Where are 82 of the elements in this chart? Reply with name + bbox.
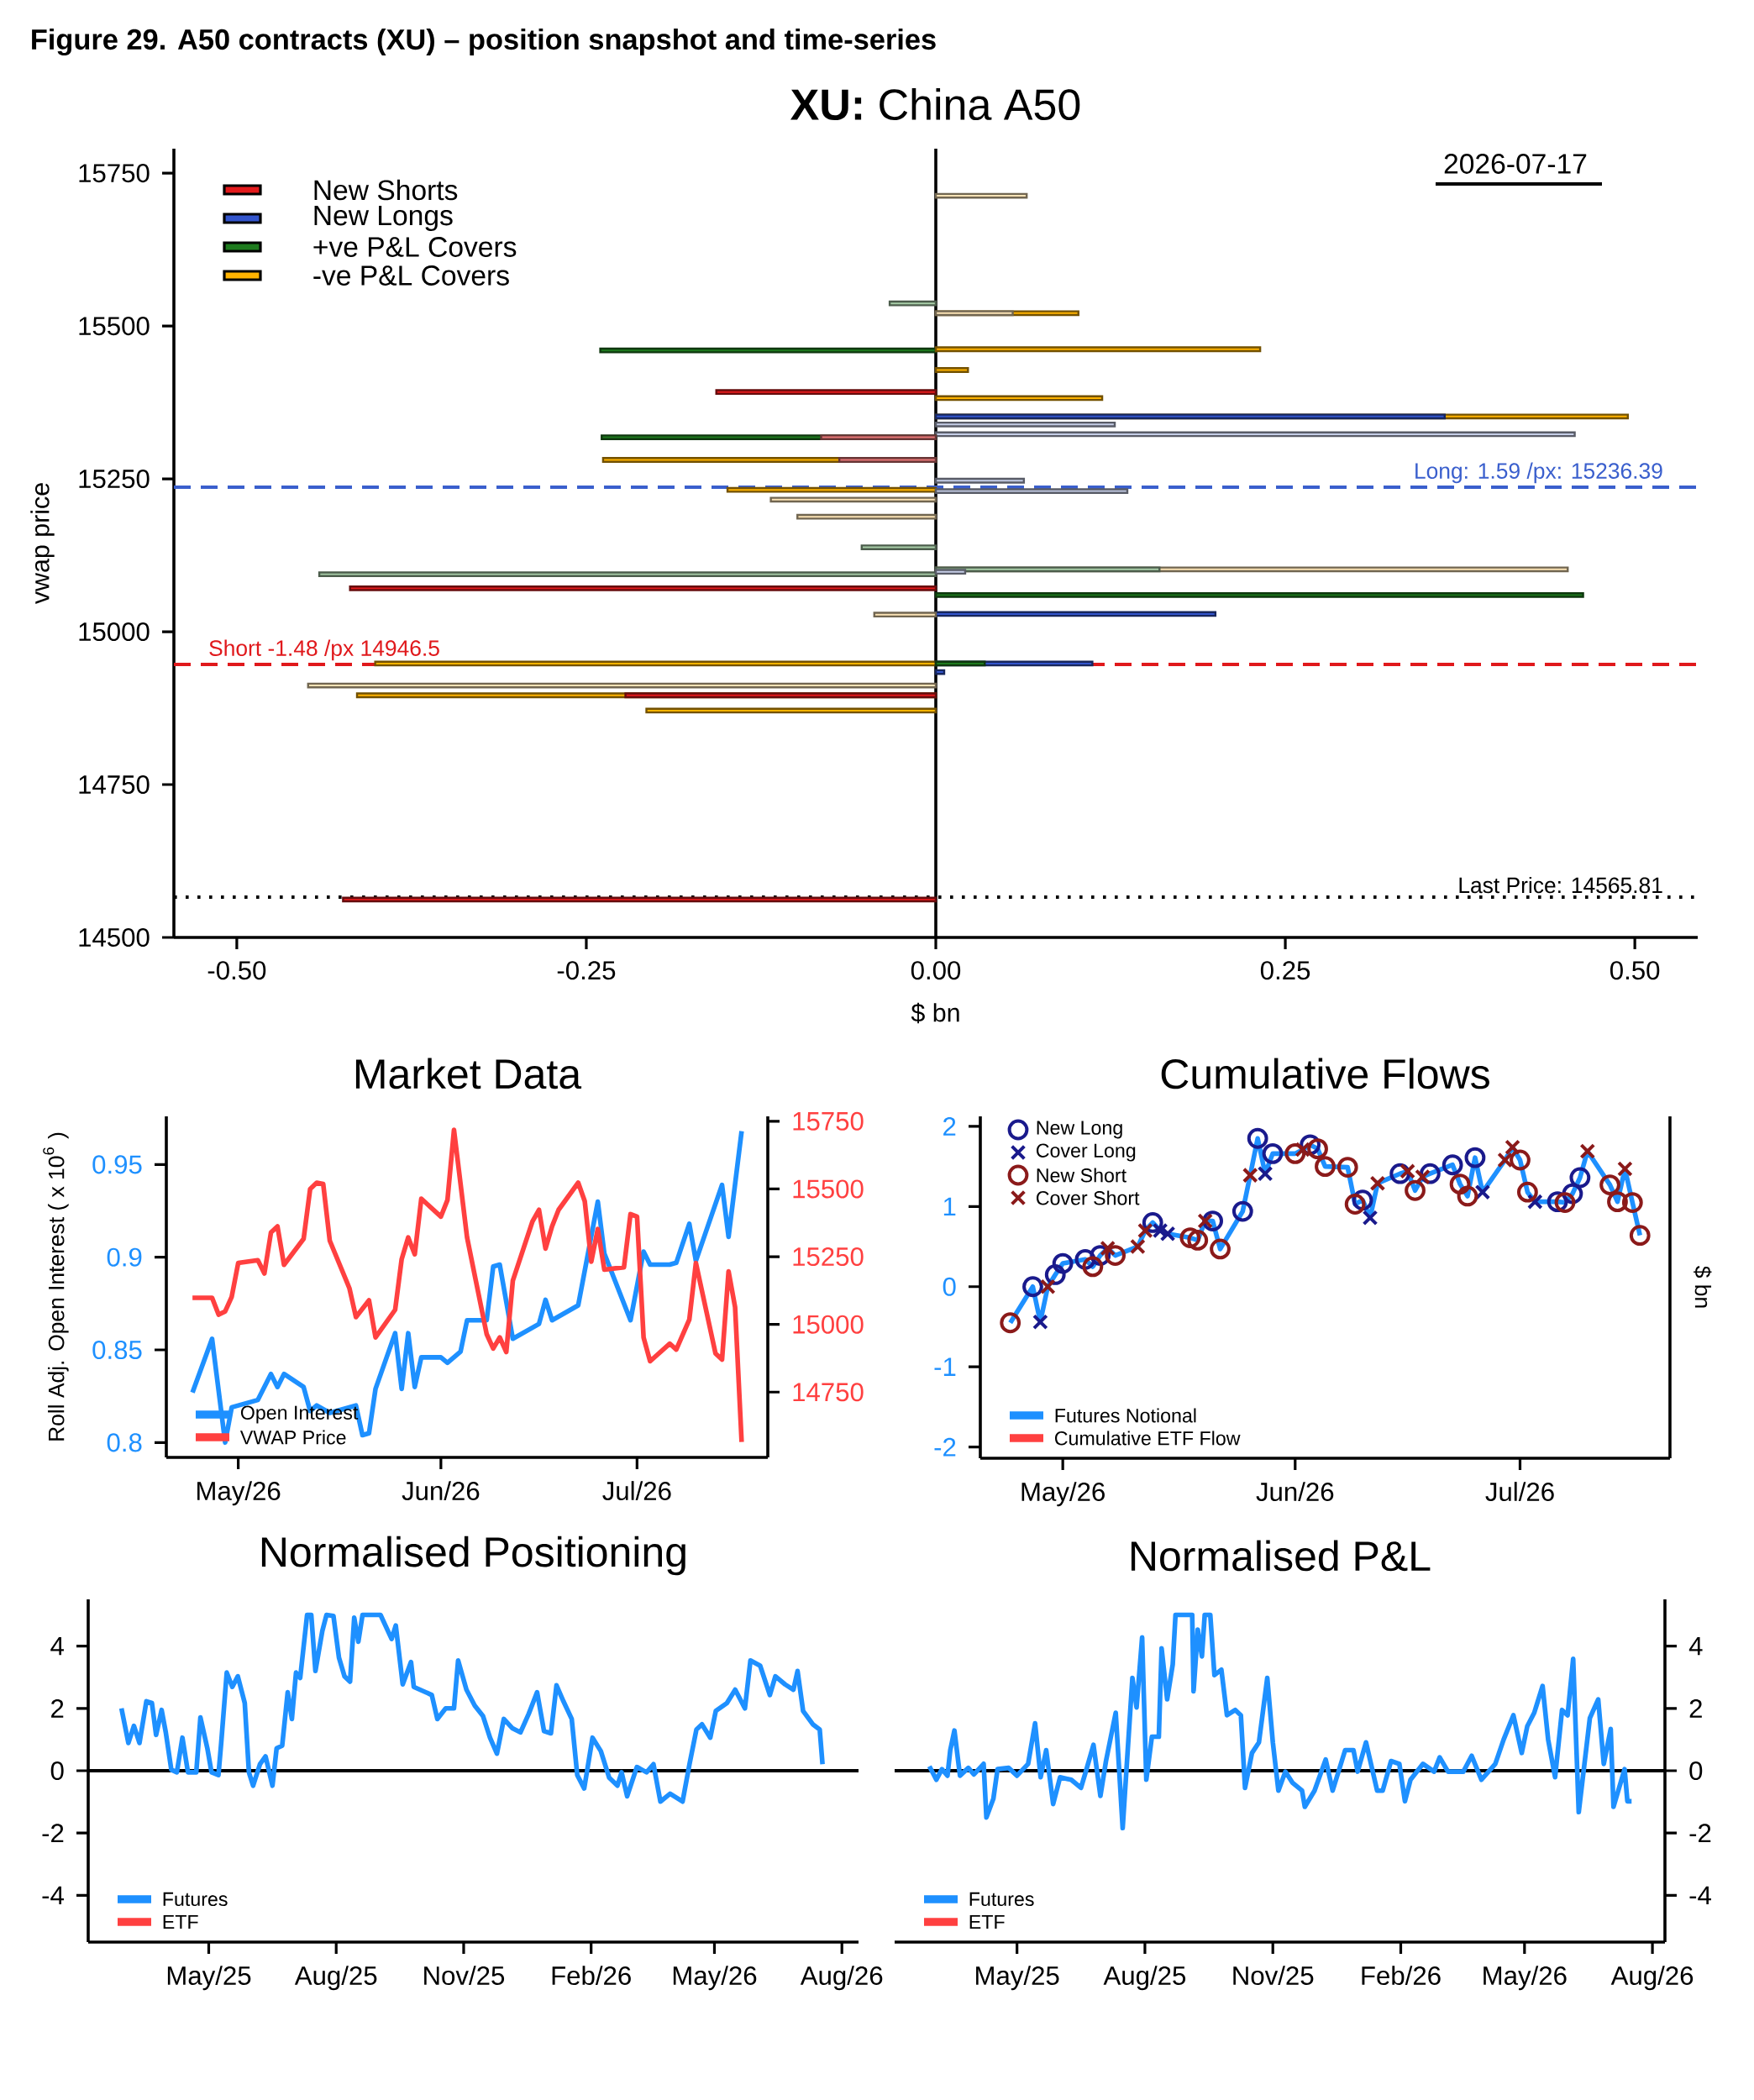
y2-tick-label: -4: [1689, 1886, 1711, 1905]
x-tick-label: May/25: [167, 1966, 251, 1991]
y-tick-label: -2: [42, 1824, 64, 1843]
y-tick-label: 1: [943, 1197, 956, 1216]
x-tick-label: -0.25: [557, 961, 616, 980]
legend-label: New Longs: [314, 205, 453, 232]
x-tick-label: Jun/26: [1256, 1482, 1334, 1502]
y-tick-label: -4: [42, 1886, 64, 1905]
y-tick-label: 4: [50, 1636, 64, 1656]
legend-label: ETF: [163, 1914, 198, 1929]
legend-label: Futures: [969, 1892, 1034, 1907]
chart-title: Market Data: [355, 1058, 582, 1089]
x-tick-label: May/26: [1021, 1482, 1105, 1507]
y-tick-label: 0.8: [107, 1433, 142, 1452]
y2-tick-label: 15500: [793, 1179, 864, 1199]
x-axis-title: $ bn: [911, 1002, 959, 1024]
x-tick-label: Aug/26: [1610, 1966, 1694, 1991]
y-tick-label: 14500: [79, 927, 150, 948]
legend-label: -ve P&L Covers: [313, 265, 509, 286]
y-tick-label: 0: [50, 1761, 64, 1781]
x-tick-label: 0.50: [1610, 961, 1660, 980]
y-tick-label: 15500: [79, 317, 150, 336]
x-tick-label: May/25: [976, 1966, 1059, 1991]
y-tick-label: 0.9: [107, 1247, 142, 1267]
legend-label: New Long: [1037, 1121, 1122, 1139]
y-tick-label: 15250: [79, 470, 150, 489]
legend-label: ETF: [969, 1914, 1005, 1929]
ref-line-label: Last Price: 14565.81: [1459, 876, 1662, 894]
y-tick-label: 15750: [79, 164, 150, 183]
caption: Figure 29. A50 contracts (XU) – position snapshot and time-series: [32, 28, 936, 56]
y-tick-label: 15000: [79, 622, 150, 642]
x-tick-label: May/26: [197, 1481, 281, 1506]
x-tick-label: Feb/26: [1362, 1966, 1441, 1986]
y-tick-label: 14750: [79, 774, 150, 795]
x-tick-label: 0.00: [911, 961, 961, 980]
legend-label: Cover Short: [1037, 1190, 1140, 1205]
ref-line-label: Long: 1.59 /px: 15236.39: [1415, 462, 1662, 484]
x-tick-label: Aug/25: [294, 1966, 377, 1991]
x-tick-label: 0.25: [1260, 961, 1310, 980]
legend-label: Cumulative ETF Flow: [1055, 1431, 1241, 1446]
x-tick-label: -0.50: [207, 961, 266, 980]
y2-tick-label: -2: [1689, 1824, 1711, 1843]
y2-tick-label: 4: [1688, 1636, 1703, 1656]
y2-tick-label: 0: [1689, 1761, 1703, 1781]
legend-label: +ve P&L Covers: [313, 237, 517, 257]
y-tick-label: 0: [943, 1277, 956, 1296]
y-tick-label: -1: [934, 1357, 956, 1376]
chart-title: XU: China A50: [790, 87, 1080, 121]
x-tick-label: Nov/25: [424, 1966, 505, 1986]
x-tick-label: Jul/26: [1485, 1482, 1554, 1502]
legend-label: VWAP Price: [239, 1430, 346, 1445]
y2-tick-label: 15250: [793, 1247, 864, 1267]
chart-title: Normalised Positioning: [261, 1536, 685, 1576]
y2-tick-label: 2: [1689, 1698, 1702, 1718]
x-tick-label: Feb/26: [552, 1966, 631, 1986]
y-axis-title: Roll Adj. Open Interest ( x 10$^{6}$ ): [43, 1132, 69, 1441]
x-tick-label: May/26: [673, 1966, 757, 1991]
x-tick-label: Aug/25: [1103, 1966, 1186, 1991]
y-tick-label: 0.95: [92, 1155, 142, 1174]
legend-label: Futures Notional: [1055, 1408, 1196, 1423]
y-tick-label: -2: [934, 1437, 956, 1457]
legend-label: New Shorts: [314, 179, 458, 201]
x-tick-label: Jul/26: [602, 1481, 671, 1501]
chart-title: Normalised P&L: [1131, 1540, 1431, 1572]
legend-label: New Short: [1037, 1168, 1126, 1183]
x-tick-label: Jun/26: [402, 1481, 480, 1501]
legend-label: Cover Long: [1037, 1143, 1136, 1162]
y-tick-label: 2: [51, 1698, 64, 1718]
y-tick-label: 0.85: [92, 1340, 142, 1360]
y2-tick-label: 15750: [793, 1111, 864, 1131]
y-axis-title: vwap price: [30, 483, 55, 605]
x-tick-label: Aug/26: [800, 1966, 883, 1991]
legend-label: Futures: [163, 1892, 228, 1907]
y2-tick-label: 14750: [793, 1383, 864, 1402]
chart-title: Cumulative Flows: [1161, 1058, 1489, 1089]
x-tick-label: Nov/25: [1233, 1966, 1314, 1986]
x-tick-label: May/26: [1484, 1966, 1567, 1991]
y2-axis-title: $ bn: [1694, 1266, 1712, 1308]
ref-line-label: Short -1.48 /px 14946.5: [209, 639, 439, 661]
annotation: 2026-07-17: [1444, 154, 1587, 174]
y-tick-label: 2: [943, 1117, 956, 1136]
y2-tick-label: 15000: [793, 1315, 864, 1334]
